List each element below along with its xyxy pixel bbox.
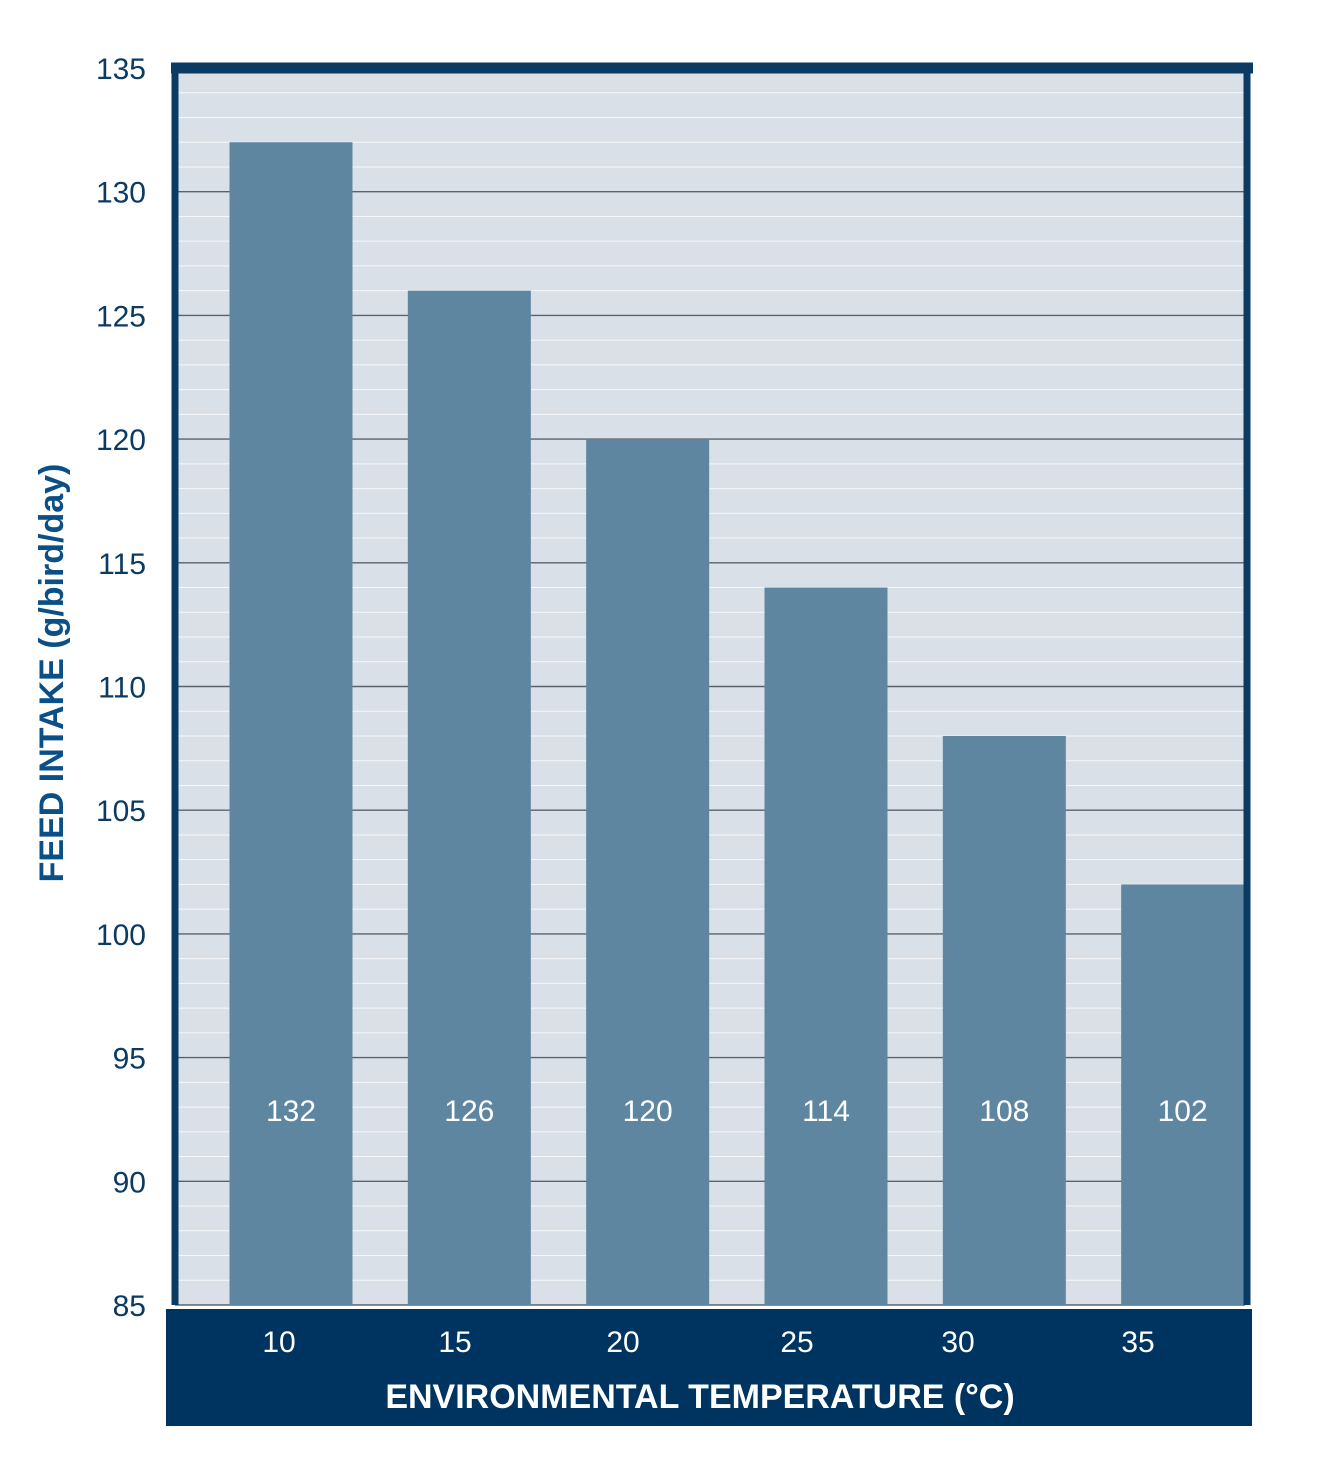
x-tick-label: 10 [262,1326,295,1359]
y-tick-label: 100 [96,919,146,952]
y-tick-label: 85 [113,1290,146,1323]
data-label: 132 [266,1095,316,1128]
x-axis-band [166,1309,1252,1426]
x-tick-label: 35 [1121,1326,1154,1359]
bar-20 [586,439,710,1306]
bar-25 [764,587,888,1305]
y-axis-title: FEED INTAKE (g/bird/day) [33,464,71,883]
y-tick-label: 115 [98,548,146,581]
y-tick-label: 95 [113,1043,146,1076]
y-axis-ticks: 135 130 125 120 115 110 105 100 95 90 85 [96,53,146,1323]
data-label: 114 [802,1095,850,1128]
data-label: 120 [623,1095,673,1128]
bars [229,142,1245,1306]
data-label: 102 [1158,1095,1208,1128]
y-tick-label: 105 [96,795,146,828]
data-label: 126 [444,1095,494,1128]
y-tick-label: 130 [96,177,146,210]
bar-10 [229,142,353,1306]
y-tick-label: 110 [98,672,146,705]
x-tick-label: 15 [438,1326,471,1359]
y-tick-label: 125 [96,300,146,333]
x-tick-label: 20 [606,1326,639,1359]
x-axis-ticks: 10 15 20 25 30 35 [262,1326,1154,1359]
bar-15 [407,290,531,1305]
x-tick-label: 30 [941,1326,974,1359]
y-tick-label: 135 [96,53,146,86]
gridlines [175,67,1245,1306]
data-label: 108 [979,1095,1029,1128]
plot-frame [171,62,1253,1305]
y-tick-label: 90 [113,1166,146,1199]
bar-35 [1121,884,1245,1305]
data-labels: 132 126 120 114 108 102 [266,1095,1208,1128]
x-tick-label: 25 [780,1326,813,1359]
bar-30 [942,735,1066,1305]
y-tick-label: 120 [96,424,146,457]
x-axis-title: ENVIRONMENTAL TEMPERATURE (°C) [385,1378,1014,1416]
